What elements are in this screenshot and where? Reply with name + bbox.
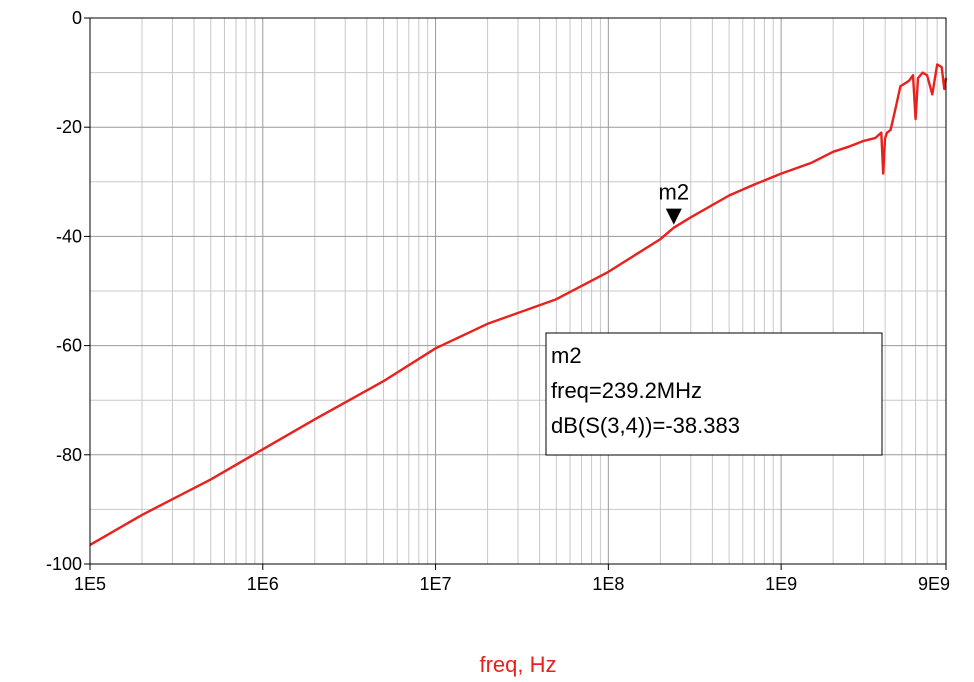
marker-label: m2 bbox=[659, 180, 690, 205]
y-tick-label: -100 bbox=[46, 554, 82, 574]
x-tick-label: 1E6 bbox=[247, 574, 279, 594]
series-line bbox=[89, 63, 948, 546]
marker-m2[interactable]: m2 bbox=[659, 180, 690, 225]
marker-triangle-icon[interactable] bbox=[665, 208, 682, 225]
x-tick-label: 1E5 bbox=[74, 574, 106, 594]
readout-line: dB(S(3,4))=-38.383 bbox=[551, 413, 740, 438]
readout-line: freq=239.2MHz bbox=[551, 378, 702, 403]
y-tick-label: -80 bbox=[56, 445, 82, 465]
x-tick-label: 1E9 bbox=[765, 574, 797, 594]
marker-readout-box: m2 freq=239.2MHz dB(S(3,4))=-38.383 bbox=[545, 332, 883, 456]
x-axis-tick-labels: 1E5 1E6 1E7 1E8 1E9 9E9 bbox=[74, 564, 950, 594]
x-tick-label: 1E7 bbox=[420, 574, 452, 594]
plot-frame bbox=[89, 17, 947, 565]
x-tick-label: 1E8 bbox=[592, 574, 624, 594]
y-tick-label: -60 bbox=[56, 336, 82, 356]
x-axis-label: freq, Hz bbox=[479, 652, 556, 677]
y-tick-label: 0 bbox=[72, 8, 82, 28]
y-tick-label: -40 bbox=[56, 226, 82, 246]
y-axis-tick-labels: 0 -20 -40 -60 -80 -100 bbox=[46, 8, 90, 574]
y-tick-label: -20 bbox=[56, 117, 82, 137]
x-tick-label: 9E9 bbox=[918, 574, 950, 594]
readout-frame bbox=[545, 332, 883, 456]
readout-line: m2 bbox=[551, 343, 582, 368]
